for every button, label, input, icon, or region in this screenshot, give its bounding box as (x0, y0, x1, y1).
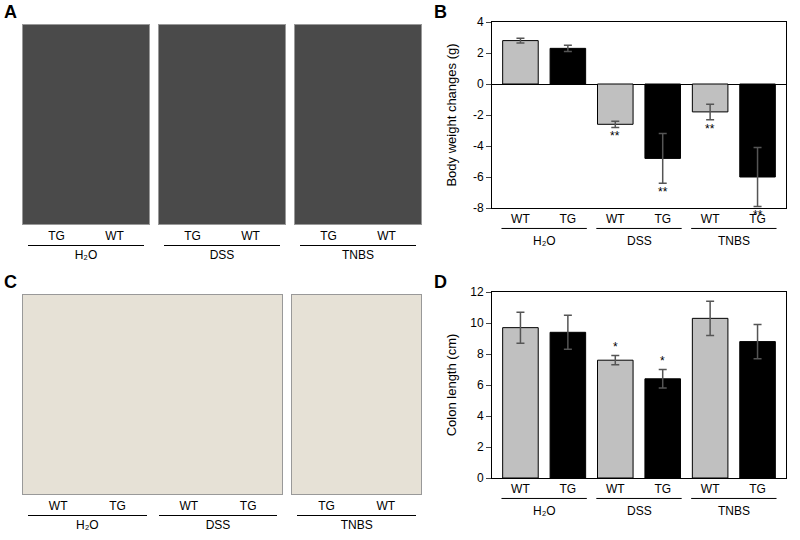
svg-text:2: 2 (477, 440, 484, 454)
html-text:DSS: DSS (209, 248, 235, 262)
html-text:TG: TG (320, 229, 337, 243)
html-text:TNBS: TNBS (340, 518, 373, 532)
svg-text:8: 8 (477, 347, 484, 361)
html-text:A: A (4, 2, 17, 22)
html-text:B: B (434, 2, 447, 22)
svg-text:WT: WT (511, 212, 530, 226)
svg-text:TNBS: TNBS (718, 504, 750, 518)
html-text:H₂O: H₂O (76, 518, 99, 532)
html-text:TG: TG (318, 499, 335, 513)
svg-text:*: * (613, 340, 618, 354)
html-text:WT: WT (105, 229, 124, 243)
svg-text:TG: TG (749, 212, 766, 226)
svg-text:4: 4 (477, 409, 484, 423)
html-text:WT: WT (48, 499, 68, 513)
svg-text:Body weight changes (g): Body weight changes (g) (444, 43, 459, 186)
html-text:TNBS: TNBS (342, 248, 374, 262)
svg-text:**: ** (658, 185, 668, 199)
html-text:H₂O: H₂O (74, 248, 98, 262)
svg-text:TNBS: TNBS (718, 234, 750, 248)
html-text:DSS: DSS (205, 518, 231, 532)
svg-text:-2: -2 (473, 108, 484, 122)
svg-text:WT: WT (606, 212, 625, 226)
svg-text:TG: TG (654, 212, 671, 226)
svg-text:DSS: DSS (627, 504, 652, 518)
html-text:D: D (434, 272, 447, 292)
svg-text:WT: WT (701, 212, 720, 226)
svg-text:TG: TG (749, 482, 766, 496)
svg-text:H₂O: H₂O (533, 504, 556, 518)
svg-text:H₂O: H₂O (533, 234, 556, 248)
svg-text:**: ** (610, 129, 620, 143)
svg-text:12: 12 (470, 285, 484, 299)
svg-text:Colon length (cm): Colon length (cm) (444, 334, 459, 437)
svg-text:-6: -6 (473, 170, 484, 184)
svg-text:0: 0 (477, 77, 484, 91)
svg-text:-8: -8 (473, 201, 484, 215)
svg-text:0: 0 (477, 471, 484, 485)
svg-text:*: * (660, 354, 665, 368)
svg-text:10: 10 (470, 316, 484, 330)
svg-text:TG: TG (560, 212, 577, 226)
svg-text:2: 2 (477, 46, 484, 60)
html-text:TG: TG (184, 229, 201, 243)
svg-text:**: ** (705, 122, 715, 136)
html-text:C: C (4, 272, 17, 292)
svg-text:WT: WT (701, 482, 720, 496)
html-text:TG: TG (48, 229, 65, 243)
html-text:WT: WT (241, 229, 260, 243)
svg-text:TG: TG (560, 482, 577, 496)
svg-text:TG: TG (654, 482, 671, 496)
html-text:WT: WT (377, 229, 396, 243)
html-text:WT: WT (376, 499, 396, 513)
svg-text:DSS: DSS (627, 234, 652, 248)
html-text:TG: TG (239, 499, 257, 513)
svg-text:-4: -4 (473, 139, 484, 153)
svg-text:6: 6 (477, 378, 484, 392)
html-text:TG: TG (109, 499, 126, 513)
svg-text:WT: WT (606, 482, 625, 496)
svg-text:4: 4 (477, 15, 484, 29)
svg-text:**: ** (753, 208, 763, 222)
html-text:WT: WT (179, 499, 199, 513)
svg-text:WT: WT (511, 482, 530, 496)
